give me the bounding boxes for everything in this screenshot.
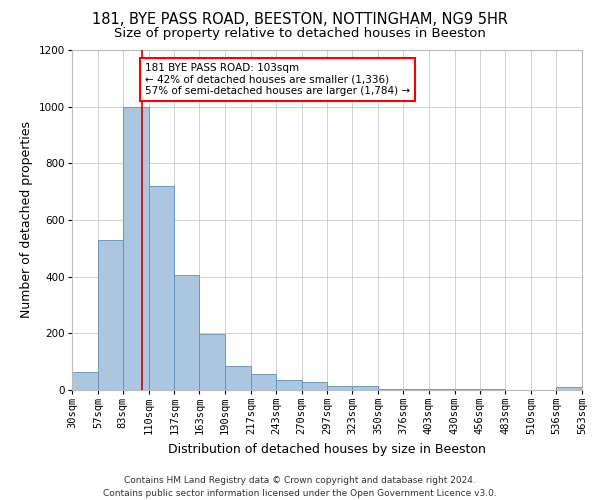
Y-axis label: Number of detached properties: Number of detached properties — [20, 122, 33, 318]
Text: 181 BYE PASS ROAD: 103sqm
← 42% of detached houses are smaller (1,336)
57% of se: 181 BYE PASS ROAD: 103sqm ← 42% of detac… — [145, 62, 410, 96]
Text: 181, BYE PASS ROAD, BEESTON, NOTTINGHAM, NG9 5HR: 181, BYE PASS ROAD, BEESTON, NOTTINGHAM,… — [92, 12, 508, 28]
Bar — [556, 387, 582, 390]
Bar — [72, 372, 98, 390]
Bar — [98, 240, 123, 390]
Text: Size of property relative to detached houses in Beeston: Size of property relative to detached ho… — [114, 28, 486, 40]
Bar — [251, 374, 276, 390]
Bar — [403, 389, 429, 390]
Bar — [455, 389, 479, 390]
Bar — [429, 389, 455, 390]
Text: Contains HM Land Registry data © Crown copyright and database right 2024.
Contai: Contains HM Land Registry data © Crown c… — [103, 476, 497, 498]
Bar — [149, 186, 175, 390]
Bar — [199, 334, 225, 390]
Bar — [175, 275, 199, 390]
Bar — [378, 388, 403, 390]
Bar — [225, 366, 251, 390]
Bar — [302, 382, 328, 390]
Bar — [123, 106, 149, 390]
Bar — [276, 380, 302, 390]
Bar — [328, 386, 352, 390]
X-axis label: Distribution of detached houses by size in Beeston: Distribution of detached houses by size … — [168, 443, 486, 456]
Bar — [352, 386, 378, 390]
